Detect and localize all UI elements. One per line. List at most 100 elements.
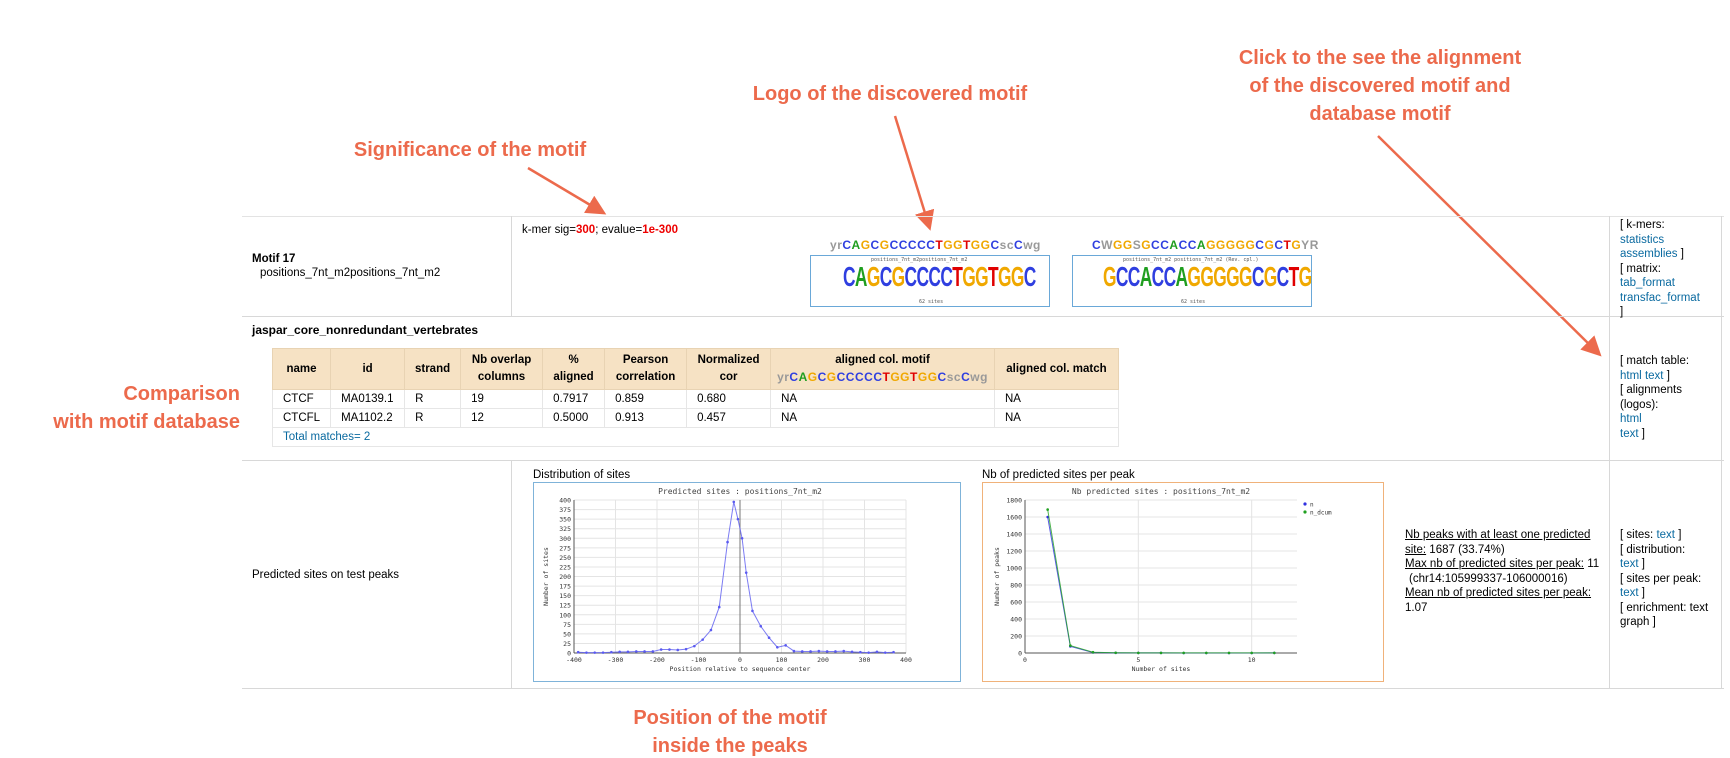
col-aligned-match: aligned col. match [993, 348, 1119, 390]
match-cell: 0.680 [686, 389, 772, 409]
annotation-comparison: Comparison with motif database [0, 380, 240, 436]
match-cell: 0.859 [604, 389, 688, 409]
col-aligned-motif: aligned col. motif yrCAGCGCCCCCTGGTGGCsc… [770, 348, 995, 390]
kmers-assemblies-link[interactable]: assemblies [1620, 248, 1678, 260]
data-point [825, 650, 829, 653]
sites-per-peak-chart: Nb predicted sites : positions_7nt_m2 0 20… [993, 487, 1332, 673]
row-divider-2 [242, 460, 1724, 461]
x-tick-label: 0 [738, 656, 742, 664]
arrow-logo [893, 115, 935, 231]
annotation-comparison-line1: Comparison [123, 383, 240, 405]
match-cell: CTCF [271, 389, 332, 409]
data-point [850, 650, 854, 654]
data-point [1227, 651, 1231, 655]
sites-text-link[interactable]: text [1656, 529, 1675, 541]
data-point [1159, 651, 1163, 655]
match-cell: 0.913 [604, 408, 688, 428]
match-cell: NA [993, 389, 1119, 409]
x-tick-label: -400 [566, 656, 582, 664]
matrix-open: [ matrix: [1620, 262, 1661, 275]
annotation-logo: Logo of the discovered motif [752, 83, 1028, 105]
match-table-header: name id strand Nb overlap columns % alig… [271, 348, 1119, 390]
sig-prefix: k-mer sig= [522, 224, 576, 236]
sites-row-label: Predicted sites on test peaks [252, 569, 400, 581]
annotation-comparison-line2: with motif database [53, 411, 240, 433]
annotation-alignment-line2: of the discovered motif and [1249, 75, 1511, 97]
data-point [618, 650, 621, 654]
total-matches[interactable]: Total matches= 2 [283, 431, 371, 443]
legend-marker [1303, 502, 1307, 506]
sequence-text: yrCAGCGCCCCCTGGTGGCscCwg [777, 370, 988, 384]
data-point [1137, 651, 1140, 655]
data-point [726, 540, 729, 544]
data-point [701, 638, 704, 641]
col-pearson: Pearson correlation [604, 348, 688, 390]
data-point [867, 651, 870, 654]
col-divider-c [1609, 216, 1610, 688]
data-point [1046, 508, 1049, 511]
legend-label: n [1310, 502, 1314, 509]
logo-forward-consensus: yrCAGCGCCCCCTGGTGGCscCwg [830, 238, 1041, 252]
matrix-tab-link[interactable]: tab_format [1620, 277, 1675, 289]
y-tick-label: 75 [563, 621, 571, 629]
data-point [883, 651, 887, 654]
data-point [1091, 650, 1095, 654]
match-table-wrap: name id strand Nb overlap columns % alig… [271, 348, 1119, 447]
sequence-text: CWGGSGCCACCAGGGGGCGCTGYR [1092, 238, 1319, 252]
data-point [800, 650, 804, 653]
data-point [740, 536, 744, 540]
logo-reverse-consensus: CWGGSGCCACCAGGGGGCGCTGYR [1092, 238, 1319, 252]
distribution-text-link[interactable]: text [1620, 558, 1639, 570]
match-cell: MA1102.2 [330, 408, 406, 428]
x-tick-label: -200 [649, 656, 665, 664]
alignments-text-link[interactable]: text [1620, 427, 1639, 440]
x-axis-label: Position relative to sequence center [670, 665, 811, 673]
data-point [693, 644, 696, 648]
annotation-alignment-line3: database motif [1309, 103, 1451, 125]
kmers-open: [ k-mers: [1620, 219, 1665, 231]
data-point [651, 650, 655, 653]
y-tick-label: 200 [1010, 633, 1022, 641]
data-point [859, 650, 862, 654]
legend-marker [1303, 510, 1307, 514]
sequence-text: CAGCGCCCCTGGTGGC [843, 261, 1036, 292]
match-table: name id strand Nb overlap columns % alig… [271, 348, 1119, 447]
sites-links: [ sites: text ] [ distribution: text ] [… [1620, 528, 1720, 630]
enrichment-link[interactable]: [ enrichment: text graph ] [1620, 601, 1709, 629]
dist-chart-title: Distribution of sites [533, 469, 631, 481]
col-name: name [271, 348, 332, 390]
y-tick-label: 1800 [1006, 497, 1022, 505]
arrow-alignment [1377, 135, 1602, 357]
y-tick-label: 225 [559, 563, 571, 571]
sites-stats: Nb peaks with at least one predicted sit… [1405, 529, 1600, 614]
match-text-link[interactable]: text [1644, 369, 1664, 382]
data-point [717, 605, 721, 609]
chart-title: Nb predicted sites : positions_7nt_m2 [1072, 487, 1250, 496]
match-cell: MA0139.1 [330, 389, 406, 409]
alignments-html-link[interactable]: html [1620, 413, 1642, 425]
x-tick-label: -100 [691, 656, 707, 664]
match-cell: 0.7917 [542, 389, 606, 409]
data-point [684, 647, 688, 651]
data-point [767, 636, 771, 639]
col-nb-overlap: Nb overlap columns [460, 348, 544, 390]
match-html-link[interactable]: html [1620, 369, 1642, 382]
x-tick-label: 400 [900, 656, 912, 664]
col-normalized: Normalized cor [686, 348, 772, 390]
data-point [626, 650, 630, 654]
matrix-transfac-link[interactable]: transfac_format [1620, 291, 1700, 304]
y-tick-label: 0 [1018, 650, 1022, 658]
dist-chart-frame[interactable]: Predicted sites : positions_7nt_m2 0 25 50 7… [533, 482, 961, 682]
y-tick-label: 400 [559, 497, 571, 505]
match-cell: NA [770, 408, 995, 428]
table-top-border [242, 216, 1724, 217]
sites-per-peak-text-link[interactable]: text [1620, 587, 1639, 599]
data-point [736, 517, 740, 521]
match-cell: 19 [460, 389, 544, 409]
data-point [784, 644, 787, 647]
data-point [659, 648, 663, 651]
annotation-significance: Significance of the motif [353, 139, 587, 161]
database-name: jaspar_core_nonredundant_vertebrates [252, 323, 479, 337]
kmers-statistics-link[interactable]: statistics [1620, 233, 1665, 246]
peak-chart-frame[interactable]: Nb predicted sites : positions_7nt_m2 0 20… [982, 482, 1384, 682]
